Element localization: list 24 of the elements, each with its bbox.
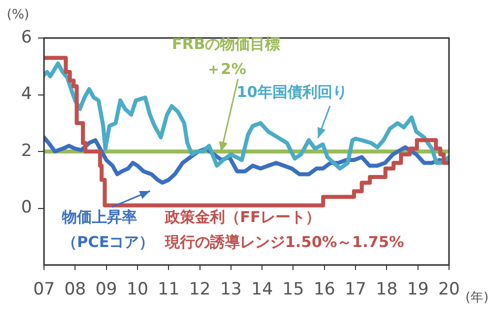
y-tick-label: 2	[21, 140, 32, 161]
x-tick-label: 08	[64, 280, 86, 300]
ref-line-label: FRBの物価目標＋2%	[172, 34, 280, 78]
x-tick-label: 09	[95, 280, 118, 300]
x-tick-label: 15	[282, 280, 304, 300]
y-tick-label: 4	[21, 84, 32, 104]
y-tick-label: 0	[21, 198, 32, 218]
x-tick-label: 14	[251, 280, 273, 300]
x-axis-title: (年)	[465, 290, 489, 306]
x-tick-label: 11	[158, 280, 180, 300]
x-tick-label: 19	[407, 280, 429, 300]
x-tick-label: 17	[344, 280, 366, 300]
x-tick-label: 12	[188, 280, 211, 300]
series-label: 10年国債利回り	[236, 82, 348, 101]
legend-label: 物価上昇率（PCEコア）	[61, 208, 154, 251]
y-tick-label: 6	[21, 27, 32, 48]
x-tick-label: 10	[126, 280, 148, 300]
x-tick-label: 20	[438, 280, 460, 300]
x-tick-label: 07	[33, 280, 55, 300]
x-tick-label: 13	[220, 280, 242, 300]
y-axis-title: (%)	[6, 7, 30, 22]
x-tick-label: 18	[376, 280, 398, 300]
series-label: 政策金利（FFレート）現行の誘導レンジ1.50%～1.75%	[164, 208, 404, 251]
x-tick-label: 16	[314, 280, 336, 300]
